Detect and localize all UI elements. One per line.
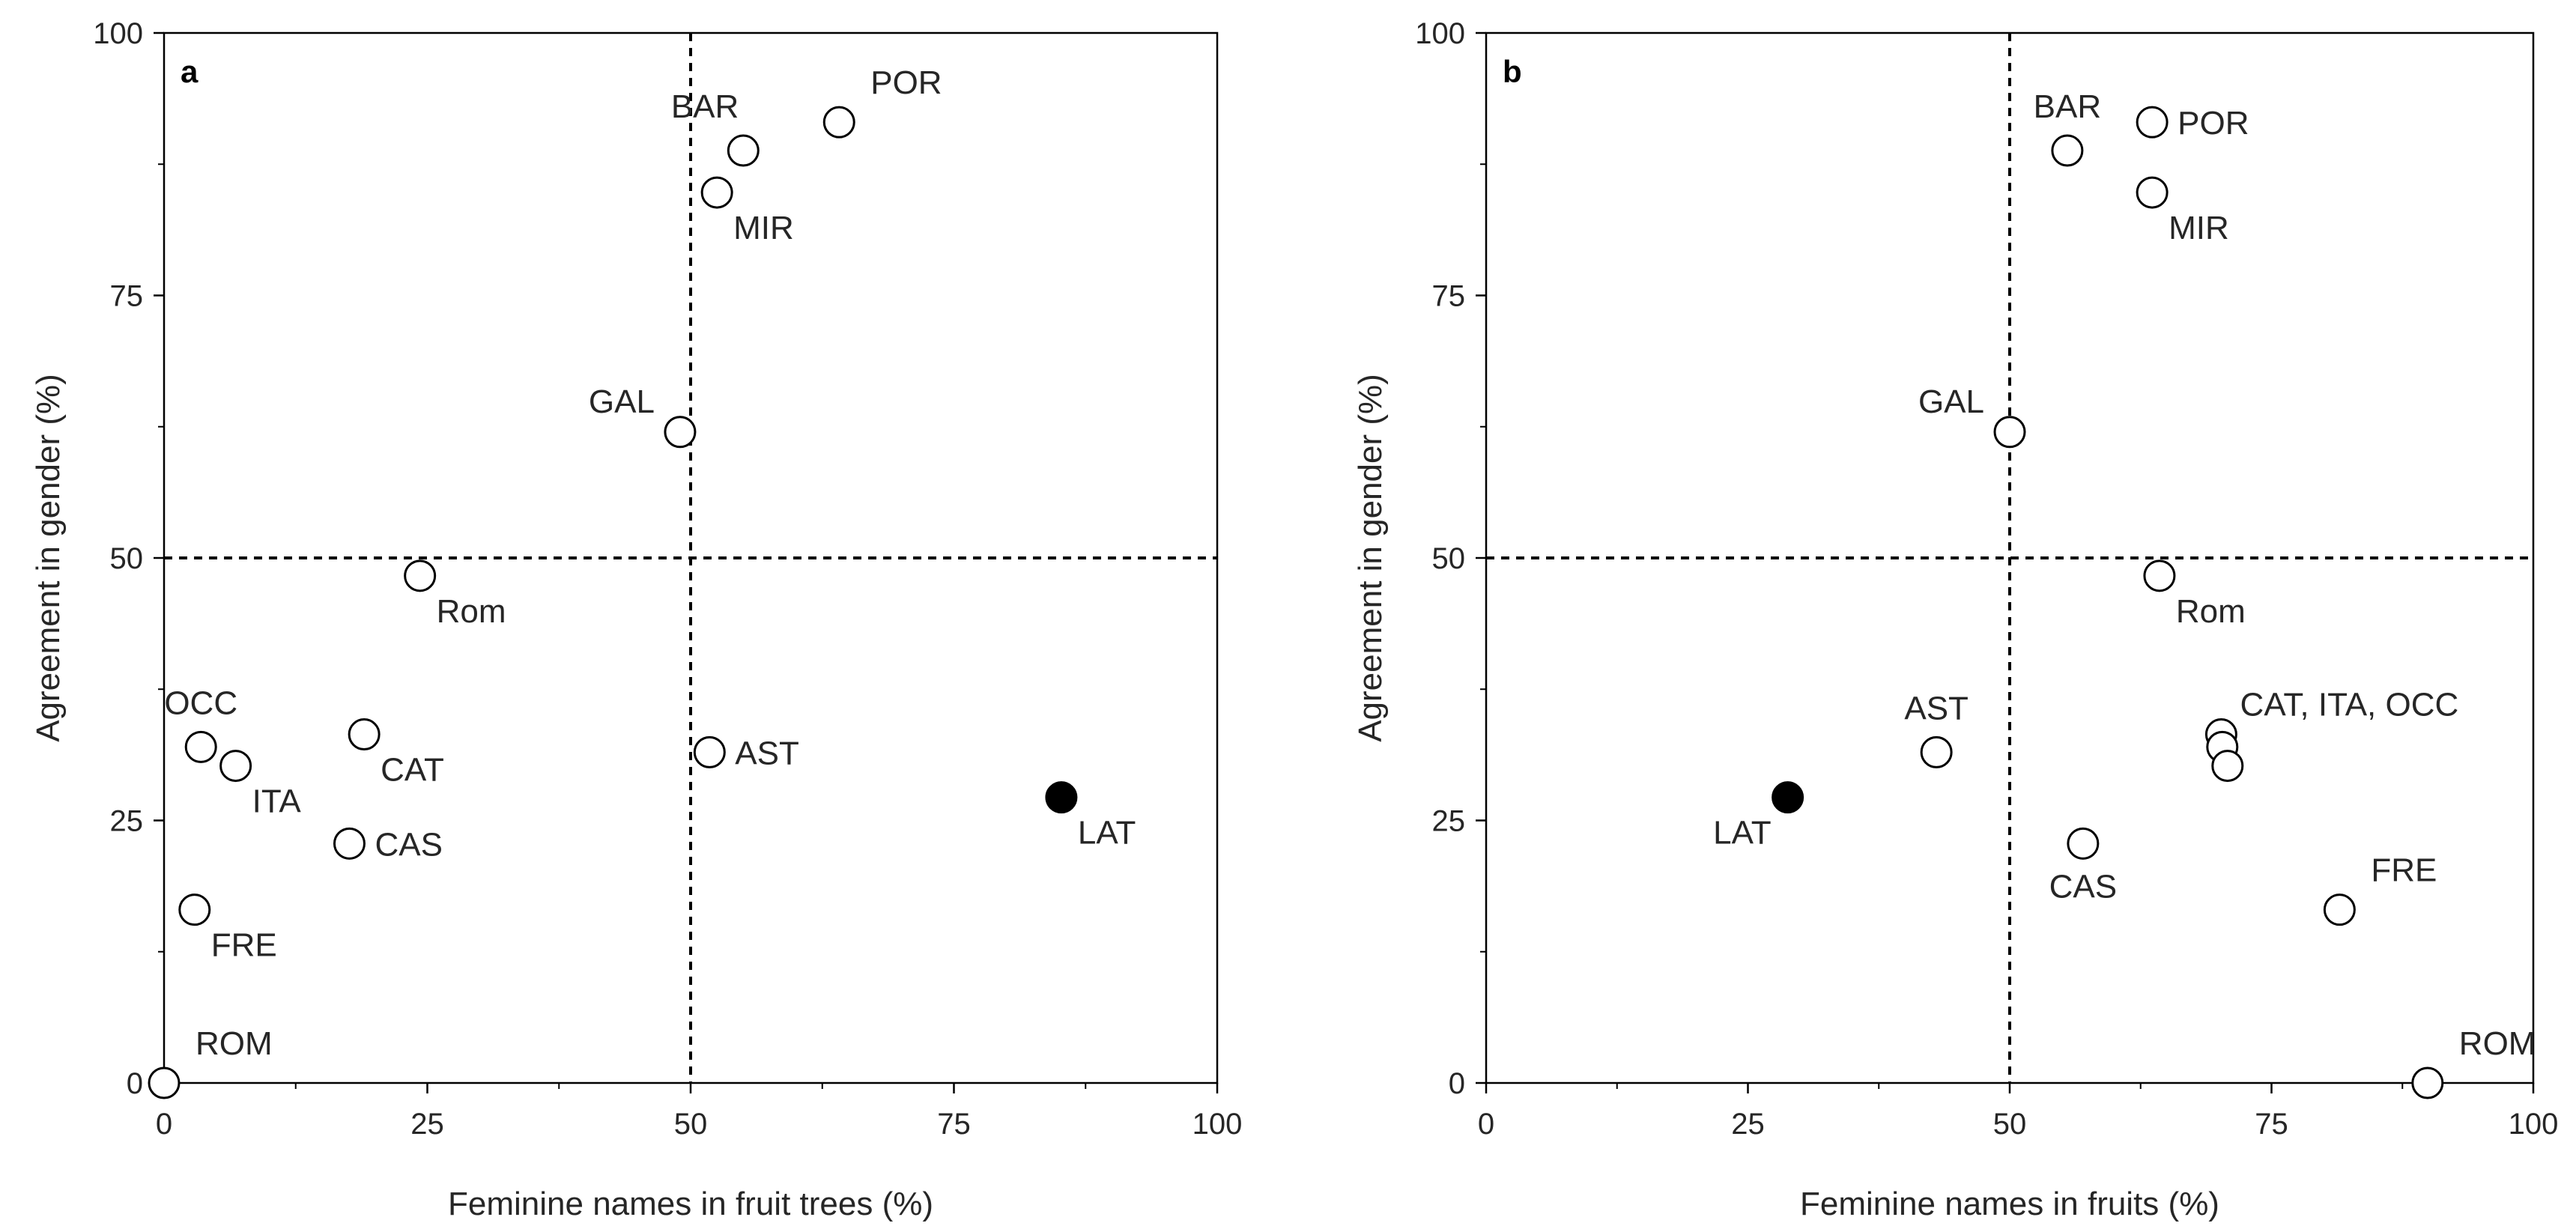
panel-b-point-por (2136, 106, 2169, 139)
panel-a-y-tick-label: 0 (127, 1067, 143, 1100)
panel-a-point-label-ita: ITA (252, 783, 302, 820)
panel-a-point-por (822, 106, 855, 139)
panel-a-x-tick-label: 50 (674, 1108, 708, 1141)
panel-a-point-gal (664, 416, 697, 449)
panel-a-point-label-por: POR (870, 64, 942, 101)
panel-b-x-tick-label: 50 (1993, 1108, 2027, 1141)
panel-b-point-ita (2211, 750, 2244, 783)
panel-a-point-ita (219, 750, 252, 783)
panel-a-point-bar (727, 134, 760, 167)
panel-b-y-tick-label: 50 (1432, 542, 1466, 575)
panel-b-y-tick-label: 0 (1449, 1067, 1465, 1100)
panel-a-point-rom (404, 559, 437, 592)
panel-b-chart: 0 25 50 75 100 0 25 50 75 100 b Feminine names in f… (1352, 17, 2558, 1222)
panel-a-point-occ (184, 730, 217, 763)
panel-a-point-label-fre: FRE (211, 927, 277, 964)
panel-a-y-axis-title: Agreement in gender (%) (30, 374, 67, 742)
panel-a-point-label-gal: GAL (589, 383, 655, 420)
panel-b-point-lat (1772, 781, 1804, 814)
panel-b-point-gal (1993, 416, 2026, 449)
panel-a-x-tick-label: 25 (410, 1108, 444, 1141)
panel-a-point-label-cas: CAS (375, 826, 442, 863)
panel-b-point-rom (2143, 559, 2176, 592)
panel-b-point-bar (2051, 134, 2084, 167)
panel-b-x-tick-label: 100 (2509, 1108, 2559, 1141)
panel-a-x-tick-label: 0 (156, 1108, 172, 1141)
panel-a-y-tick-label: 25 (110, 805, 144, 838)
panel-b-y-tick-label: 100 (1415, 17, 1465, 50)
panel-a-point-label-lat: LAT (1078, 815, 1136, 852)
panel-a-y-tick-label: 50 (110, 542, 144, 575)
panel-b-point-label-lat: LAT (1713, 815, 1771, 852)
panel-a-x-tick-label: 75 (937, 1108, 971, 1141)
panel-b-x-tick-label: 75 (2255, 1108, 2288, 1141)
panel-b-point-label-fre: FRE (2371, 852, 2437, 889)
panel-a-x-axis-title: Feminine names in fruit trees (%) (448, 1186, 933, 1222)
panel-b-point-cas (2067, 827, 2100, 860)
panel-b-point-label-bar: BAR (2034, 88, 2101, 125)
panel-a-point-label-occ: OCC (164, 685, 237, 721)
panel-a-point-label-cat: CAT (381, 752, 444, 789)
panel-b-point-label-gal: GAL (1918, 383, 1984, 420)
panel-a-point-mir (700, 176, 733, 209)
panel-b-y-axis-title: Agreement in gender (%) (1352, 374, 1389, 742)
panel-b-point-label-por: POR (2178, 105, 2249, 142)
panel-a-y-tick-label: 75 (110, 280, 144, 313)
panel-b-point-fre (2323, 893, 2356, 926)
panel-b-point-label-rom: ROM (2459, 1025, 2536, 1062)
panel-b-point-mir (2136, 176, 2169, 209)
panel-a-point-cat (348, 718, 381, 751)
panel-b-x-tick-label: 0 (1478, 1108, 1494, 1141)
panel-b-y-tick-label: 25 (1432, 805, 1466, 838)
panel-b-x-tick-label: 25 (1731, 1108, 1765, 1141)
panel-b-point-label-mir: MIR (2169, 210, 2229, 246)
panel-b-y-tick-label: 75 (1432, 280, 1466, 313)
panel-a-point-label-mir: MIR (733, 210, 794, 246)
panel-b-point-rom (2411, 1066, 2444, 1099)
panel-a-point-label-rom: Rom (437, 593, 506, 630)
panel-b-point-ast (1920, 735, 1953, 768)
panel-a-y-tick-label: 100 (93, 17, 143, 50)
panel-b-panel-letter: b (1503, 54, 1522, 89)
panel-a-x-tick-label: 100 (1192, 1108, 1243, 1141)
panel-a-point-ast (693, 735, 726, 768)
panel-a-point-label-rom: ROM (196, 1025, 273, 1062)
panel-b-point-label-ast: AST (1904, 690, 1969, 726)
panel-b-group-label: CAT, ITA, OCC (2240, 686, 2459, 723)
panel-a-point-label-bar: BAR (671, 88, 739, 125)
panel-b-point-label-cas: CAS (2049, 868, 2117, 905)
panel-b-x-axis-title: Feminine names in fruits (%) (1800, 1186, 2219, 1222)
panel-a-point-fre (178, 893, 211, 926)
panel-a-point-cas (333, 827, 366, 860)
panel-a-point-lat (1045, 781, 1078, 814)
panel-a-chart: 0 25 50 75 100 0 25 50 75 100 a Feminine names in f… (30, 17, 1242, 1222)
panel-a-point-rom (148, 1066, 181, 1099)
panel-a-panel-letter: a (181, 54, 198, 89)
panel-b-point-label-rom: Rom (2176, 593, 2246, 630)
panel-a-point-label-ast: AST (735, 735, 799, 771)
